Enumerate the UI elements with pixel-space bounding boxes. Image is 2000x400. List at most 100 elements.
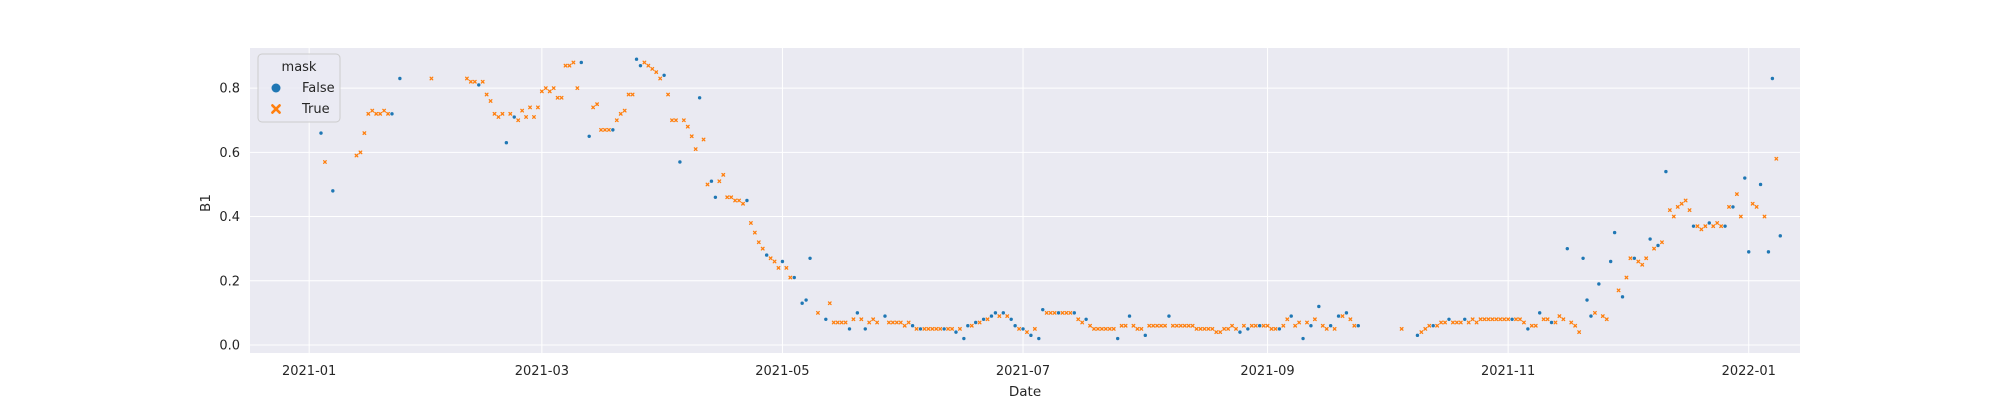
point-true xyxy=(1048,310,1053,315)
point-true xyxy=(606,127,611,132)
point-false xyxy=(1056,311,1061,315)
point-true xyxy=(768,256,773,261)
point-true xyxy=(670,118,674,123)
point-false xyxy=(709,179,714,183)
point-true xyxy=(386,111,390,116)
point-true xyxy=(1541,317,1546,322)
point-true xyxy=(1695,224,1700,229)
point-true xyxy=(1482,317,1487,322)
point-true xyxy=(1711,224,1716,229)
point-true xyxy=(717,179,722,184)
point-true xyxy=(1427,323,1432,328)
point-false xyxy=(1301,336,1305,341)
point-false xyxy=(1246,327,1250,331)
point-true xyxy=(674,118,678,123)
point-true xyxy=(1604,317,1609,322)
point-false xyxy=(804,298,808,302)
y-tick-label: 0.8 xyxy=(219,82,240,97)
point-false xyxy=(808,256,812,260)
point-true xyxy=(1490,317,1495,322)
point-true xyxy=(1068,310,1073,315)
point-false xyxy=(780,259,785,264)
point-false xyxy=(942,327,946,331)
point-false xyxy=(1608,259,1613,264)
legend-false-marker xyxy=(271,83,281,93)
point-true xyxy=(1080,320,1085,325)
legend-title: mask xyxy=(282,60,317,75)
point-true xyxy=(496,115,501,119)
point-false xyxy=(1431,324,1435,328)
point-true xyxy=(1616,288,1621,293)
point-true xyxy=(1450,320,1455,325)
point-true xyxy=(1419,330,1424,335)
point-true xyxy=(366,111,371,116)
point-true xyxy=(547,89,552,94)
point-true xyxy=(1521,320,1526,325)
point-true xyxy=(1017,326,1022,331)
point-true xyxy=(563,63,568,68)
point-false xyxy=(1743,176,1747,180)
point-false xyxy=(1463,317,1467,321)
point-false xyxy=(1257,324,1262,328)
point-true xyxy=(571,60,576,65)
point-true xyxy=(1064,310,1069,315)
point-true xyxy=(1155,323,1160,328)
point-true xyxy=(969,323,974,328)
y-tick-label: 0.6 xyxy=(219,146,240,161)
point-true xyxy=(1671,214,1676,219)
legend-true-x xyxy=(271,104,281,114)
point-true xyxy=(902,323,907,328)
point-true xyxy=(1435,323,1440,328)
point-false xyxy=(1072,311,1077,315)
point-true xyxy=(831,320,836,325)
point-true xyxy=(1241,323,1246,328)
point-true xyxy=(1151,323,1156,328)
point-true xyxy=(1640,262,1645,267)
x-tick-label: 2021-03 xyxy=(515,364,569,379)
point-true xyxy=(835,320,840,325)
point-true xyxy=(1715,221,1720,225)
point-true xyxy=(646,63,651,68)
point-true xyxy=(867,320,872,325)
point-true xyxy=(760,246,765,251)
point-true xyxy=(685,124,690,129)
point-false xyxy=(1143,333,1147,338)
point-true xyxy=(977,320,982,325)
point-false xyxy=(993,311,998,315)
x-tick-label: 2021-07 xyxy=(996,364,1050,379)
point-true xyxy=(555,95,560,100)
point-false xyxy=(855,311,860,315)
point-true xyxy=(1727,204,1731,209)
point-true xyxy=(1170,323,1175,328)
point-true xyxy=(1076,317,1081,322)
point-true xyxy=(1423,326,1428,331)
point-true xyxy=(1644,256,1649,261)
point-true xyxy=(843,320,848,325)
point-true xyxy=(1687,208,1692,213)
point-true xyxy=(1174,323,1179,328)
point-true xyxy=(1218,330,1223,335)
point-true xyxy=(1111,326,1116,331)
point-false xyxy=(1585,298,1589,302)
point-true xyxy=(614,118,619,123)
point-true xyxy=(1186,323,1191,328)
point-false xyxy=(1778,234,1782,238)
point-true xyxy=(528,105,532,110)
point-true xyxy=(654,70,659,75)
point-true xyxy=(1545,317,1550,322)
point-true xyxy=(1269,326,1274,331)
point-true xyxy=(382,108,387,113)
point-true xyxy=(938,326,943,331)
point-true xyxy=(752,230,757,235)
point-false xyxy=(1766,250,1771,254)
point-true xyxy=(1667,208,1672,213)
point-false xyxy=(764,253,769,257)
point-false xyxy=(1289,314,1293,318)
point-false xyxy=(1731,205,1735,209)
point-true xyxy=(1088,323,1093,328)
point-true xyxy=(741,201,745,206)
point-false xyxy=(1336,314,1341,318)
point-true xyxy=(1297,320,1302,325)
point-true xyxy=(1624,275,1629,280)
